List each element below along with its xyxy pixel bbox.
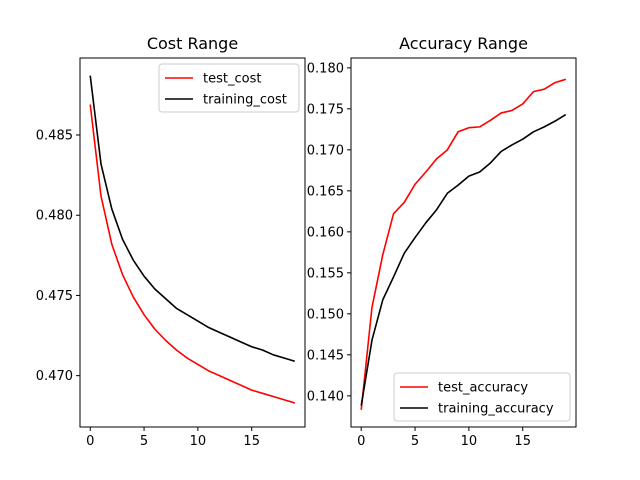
accuracy-ytick-label: 0.150: [307, 307, 344, 322]
accuracy-xtick-label: 10: [461, 434, 478, 449]
accuracy-ytick-label: 0.180: [307, 61, 344, 76]
accuracy-xtick-label: 5: [411, 434, 419, 449]
accuracy-xtick-label: 15: [514, 434, 531, 449]
accuracy-legend-label-test_accuracy: test_accuracy: [438, 381, 528, 396]
accuracy-ytick-label: 0.170: [307, 143, 344, 158]
cost-ytick-label: 0.485: [36, 129, 73, 144]
cost-chart: Cost Range 0 5 10 15 0.470 0.475 0.480 0.485 test…: [36, 34, 306, 449]
cost-legend-label-test_cost: test_cost: [203, 72, 261, 87]
accuracy-legend-label-training_accuracy: training_accuracy: [438, 402, 554, 417]
cost-xtick-label: 0: [86, 434, 94, 449]
accuracy-ytick-label: 0.145: [307, 348, 344, 363]
cost-axes-frame: [79, 57, 306, 428]
cost-xtick-label: 5: [140, 434, 148, 449]
cost-xtick-label: 15: [243, 434, 260, 449]
cost-xtick-label: 10: [190, 434, 207, 449]
accuracy-ytick-label: 0.160: [307, 225, 344, 240]
accuracy-series-training_accuracy: [360, 113, 567, 406]
accuracy-ytick-label: 0.175: [307, 102, 344, 117]
cost-ytick-label: 0.475: [36, 289, 73, 304]
accuracy-series-test_accuracy: [360, 78, 567, 410]
cost-legend: test_cost training_cost: [158, 63, 300, 113]
accuracy-chart-title: Accuracy Range: [399, 34, 528, 53]
cost-ytick-label: 0.470: [36, 369, 73, 384]
accuracy-legend: test_accuracy training_accuracy: [393, 372, 571, 422]
cost-legend-label-training_cost: training_cost: [203, 93, 287, 108]
cost-series-training_cost: [89, 75, 295, 362]
cost-ytick-label: 0.480: [36, 209, 73, 224]
accuracy-ytick-label: 0.155: [307, 266, 344, 281]
accuracy-axes-frame: [350, 57, 577, 428]
cost-chart-title: Cost Range: [147, 34, 238, 53]
accuracy-xtick-label: 0: [357, 434, 365, 449]
accuracy-ytick-label: 0.140: [307, 389, 344, 404]
accuracy-ytick-label: 0.165: [307, 184, 344, 199]
accuracy-legend-box: [393, 372, 571, 422]
accuracy-chart: Accuracy Range 0 5 10 15 0.140 0.145 0.150 0.155…: [307, 34, 577, 449]
cost-series-test_cost: [89, 104, 295, 404]
cost-legend-box: [158, 63, 300, 113]
